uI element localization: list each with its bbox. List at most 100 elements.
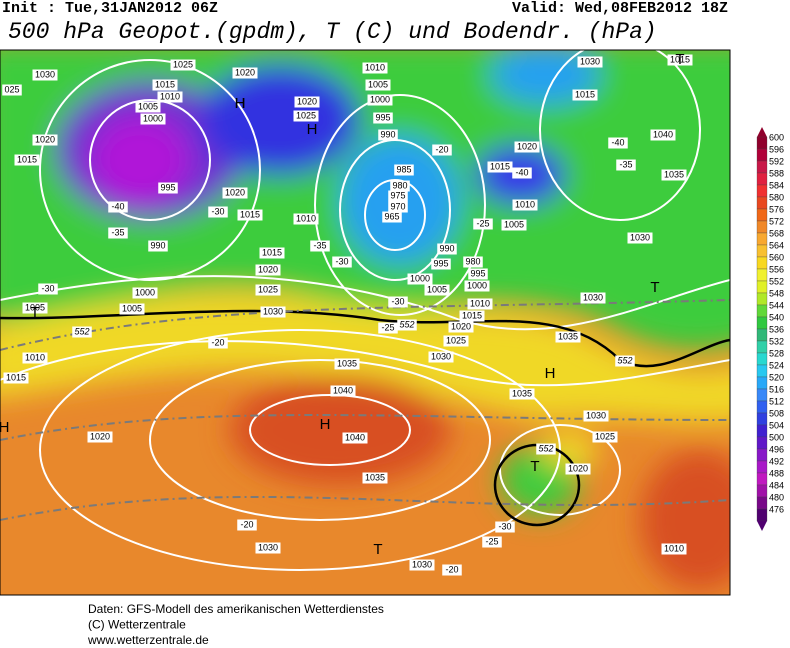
colorbar-cell (756, 160, 768, 174)
map-frame (0, 49, 731, 596)
label-box (512, 199, 538, 211)
contour-label: 1010 (296, 213, 316, 223)
footer-line: (C) Wetterzentrale (88, 618, 186, 632)
label-box (22, 352, 48, 364)
contour-label: 1020 (258, 264, 278, 274)
contour-label: 1025 (173, 59, 193, 69)
contour-label: 965 (384, 211, 399, 221)
pressure-center: H (307, 121, 318, 138)
label-box (501, 219, 527, 231)
colorbar-cell (756, 292, 768, 306)
contour-label: 1035 (365, 472, 385, 482)
footer: Daten: GFS-Modell des amerikanischen Wet… (87, 602, 384, 647)
label-box (255, 284, 281, 296)
colorbar-label: 560 (769, 252, 784, 262)
contour-label: 1030 (35, 69, 55, 79)
label-box (108, 201, 128, 213)
pressure-center: T (373, 541, 382, 558)
label-box (514, 141, 540, 153)
label-box (667, 54, 693, 66)
label-box (572, 89, 598, 101)
label-box (509, 388, 535, 400)
label-box (362, 472, 388, 484)
label-box (170, 59, 196, 71)
label-box (627, 232, 653, 244)
contour-label: 1005 (25, 302, 45, 312)
colorbar-label: 536 (769, 324, 784, 334)
colorbar-cell (756, 328, 768, 342)
contour-label: 1005 (368, 79, 388, 89)
label-box (367, 94, 393, 106)
colorbar-cell (756, 412, 768, 426)
colorbar-cell (756, 376, 768, 390)
contour-label: 1000 (370, 94, 390, 104)
contour-label: 1020 (225, 187, 245, 197)
contour-label: 995 (375, 112, 390, 122)
contour-label: 980 (392, 180, 407, 190)
contour-label: 1030 (630, 232, 650, 242)
contour-label: -20 (435, 144, 448, 154)
colorbar-label: 488 (769, 468, 784, 478)
colorbar-cell (756, 424, 768, 438)
contour-label: 1040 (333, 385, 353, 395)
contour-label: 1005 (138, 101, 158, 111)
contour-label: 990 (380, 129, 395, 139)
colorbar-cell (756, 436, 768, 450)
contour-label: 552 (617, 355, 632, 365)
label-box (482, 536, 502, 548)
contour-label: 1015 (670, 54, 690, 64)
pressure-center: H (235, 95, 246, 112)
label-box (72, 326, 92, 338)
colorbar-cell (756, 448, 768, 462)
contour-label: 552 (74, 326, 89, 336)
colorbar-cell (756, 364, 768, 378)
colorbar-label: 484 (769, 480, 784, 490)
contour-label: -30 (391, 296, 404, 306)
colorbar-label: 544 (769, 300, 784, 310)
colorbar-label: 540 (769, 312, 784, 322)
colorbar-label: 548 (769, 288, 784, 298)
contour-label: 995 (433, 258, 448, 268)
label-box (580, 292, 606, 304)
colorbar-label: 572 (769, 216, 784, 226)
contour-label: 990 (439, 243, 454, 253)
label-box (32, 134, 58, 146)
colorbar-cell (756, 496, 768, 510)
pressure-center: H (0, 419, 9, 436)
label-box (463, 256, 483, 268)
label-box (208, 206, 228, 218)
contour-label: 1000 (135, 287, 155, 297)
colorbar-tip (757, 127, 767, 137)
contour-label: 1010 (25, 352, 45, 362)
label-box (394, 164, 414, 176)
label-box (464, 280, 490, 292)
contour-label: 1030 (586, 410, 606, 420)
label-box (2, 84, 22, 96)
label-box (140, 113, 166, 125)
contour-label: 1020 (90, 431, 110, 441)
contour-label: 1040 (345, 432, 365, 442)
contour-label: 1030 (580, 56, 600, 66)
label-box (388, 190, 408, 202)
contour-label: 1020 (297, 96, 317, 106)
contour-label: -40 (111, 201, 124, 211)
contour-label: 995 (470, 268, 485, 278)
colorbar-label: 556 (769, 264, 784, 274)
colorbar-label: 532 (769, 336, 784, 346)
contour-label: 1020 (517, 141, 537, 151)
label-box (332, 256, 352, 268)
contour-label: 1000 (410, 273, 430, 283)
label-box (428, 351, 454, 363)
contour-label: 025 (4, 84, 19, 94)
contour-label: 1005 (122, 303, 142, 313)
contour-label: 1000 (143, 113, 163, 123)
label-box (334, 358, 360, 370)
contour-label: 995 (160, 182, 175, 192)
label-box (293, 213, 319, 225)
label-box (390, 180, 410, 192)
label-box (378, 322, 398, 334)
colorbar-cell (756, 184, 768, 198)
colorbar-label: 568 (769, 228, 784, 238)
contour-label: -30 (211, 206, 224, 216)
